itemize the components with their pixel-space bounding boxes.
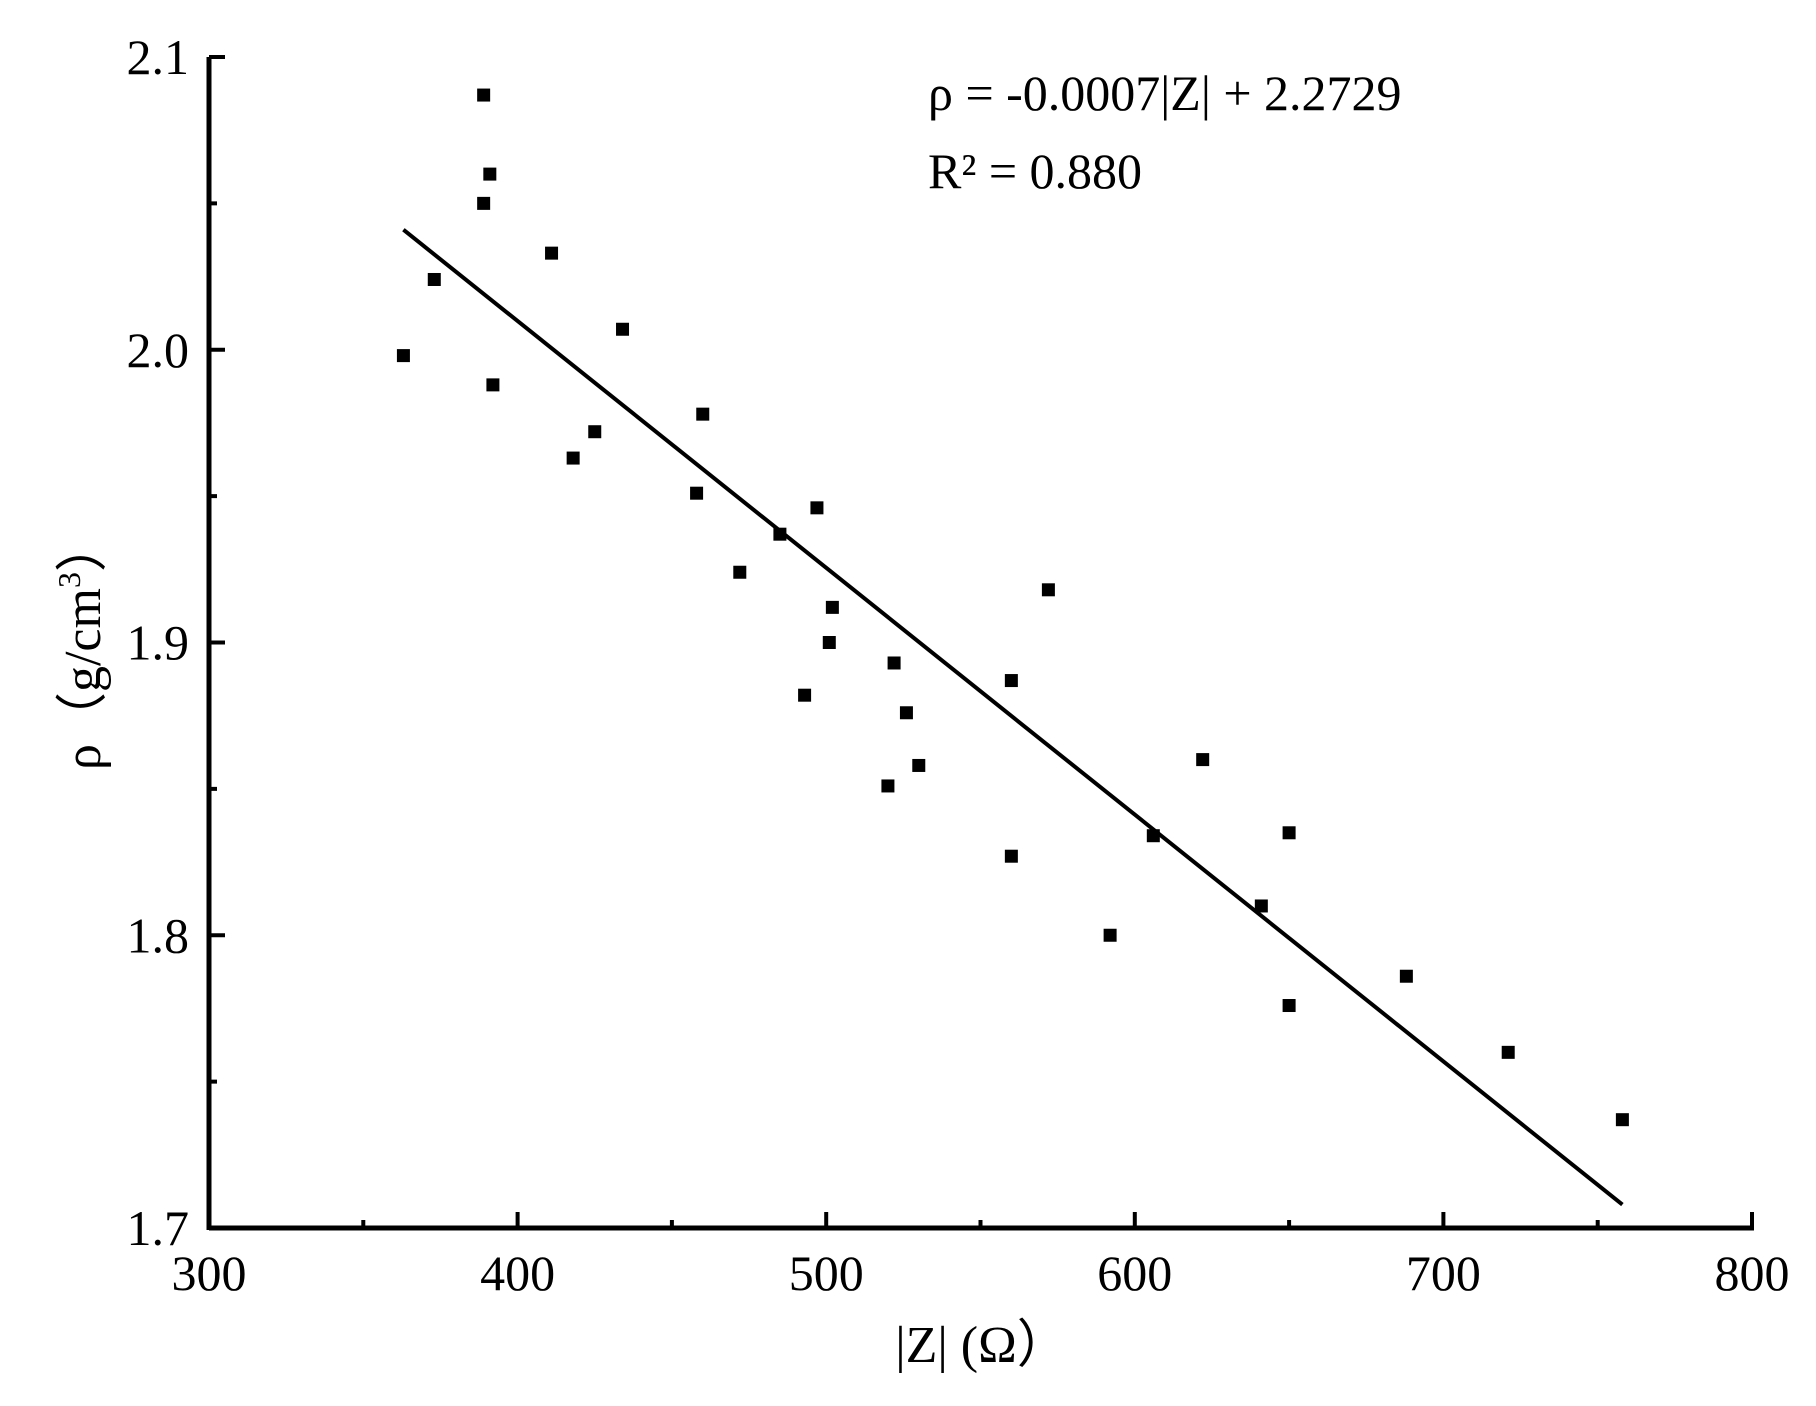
- x-axis-ticks: 300 400 500 600 700 800: [172, 1212, 1790, 1301]
- data-point: [1004, 849, 1018, 863]
- data-point: [545, 246, 559, 260]
- data-point: [588, 425, 602, 439]
- data-point: [825, 600, 839, 614]
- data-point: [733, 565, 747, 579]
- x-tick-label: 600: [1097, 1245, 1172, 1301]
- data-point: [1254, 899, 1268, 913]
- x-axis-title: |Z| (Ω）: [895, 1317, 1069, 1374]
- data-point: [822, 636, 836, 649]
- data-point: [427, 272, 441, 286]
- x-tick-label: 500: [789, 1245, 864, 1301]
- x-tick-label: 400: [480, 1245, 555, 1301]
- y-axis-title: ρ（g/cm3）: [51, 520, 112, 770]
- data-point: [1501, 1045, 1515, 1059]
- data-point: [483, 167, 497, 181]
- y-tick-label: 2.1: [127, 29, 190, 85]
- data-point: [1615, 1113, 1629, 1127]
- axes: [206, 57, 1754, 1231]
- data-point: [912, 758, 926, 772]
- y-axis-title-end: ）: [55, 520, 112, 572]
- x-tick-label: 300: [172, 1245, 247, 1301]
- data-point: [1282, 826, 1296, 840]
- data-point: [810, 501, 824, 515]
- data-point: [1103, 928, 1117, 942]
- y-tick-label: 1.7: [127, 1200, 190, 1256]
- data-point: [1041, 583, 1055, 597]
- data-point: [899, 706, 913, 720]
- y-tick-label: 1.9: [127, 615, 190, 671]
- data-point: [798, 688, 812, 702]
- data-point: [616, 322, 630, 336]
- data-point: [486, 378, 500, 392]
- data-point: [690, 486, 704, 500]
- data-point: [887, 656, 901, 670]
- data-points: [396, 88, 1629, 1127]
- y-tick-label: 2.0: [127, 322, 190, 378]
- y-tick-label: 1.8: [127, 907, 190, 963]
- data-point: [477, 196, 491, 210]
- data-point: [881, 779, 895, 793]
- fit-line: [402, 228, 1624, 1207]
- data-point: [1399, 969, 1413, 983]
- data-point: [1146, 829, 1160, 843]
- x-tick-label: 800: [1715, 1245, 1790, 1301]
- data-point: [773, 527, 787, 541]
- data-point: [1196, 753, 1210, 767]
- data-point: [1282, 999, 1296, 1013]
- x-tick-label: 700: [1406, 1245, 1481, 1301]
- data-point: [696, 407, 710, 421]
- y-axis-title-main: ρ（g/cm: [55, 588, 112, 770]
- fit-line-group: [402, 228, 1624, 1207]
- y-axis-ticks: 1.7 1.8 1.9 2.0 2.1: [127, 29, 225, 1256]
- r-squared-annotation: R² = 0.880: [928, 143, 1142, 199]
- equation-annotation: ρ = -0.0007|Z| + 2.2729: [928, 65, 1402, 121]
- data-point: [1004, 674, 1018, 688]
- data-point: [396, 349, 410, 363]
- data-point: [566, 451, 580, 465]
- data-point: [477, 88, 491, 102]
- y-axis-title-superscript: 3: [51, 572, 87, 588]
